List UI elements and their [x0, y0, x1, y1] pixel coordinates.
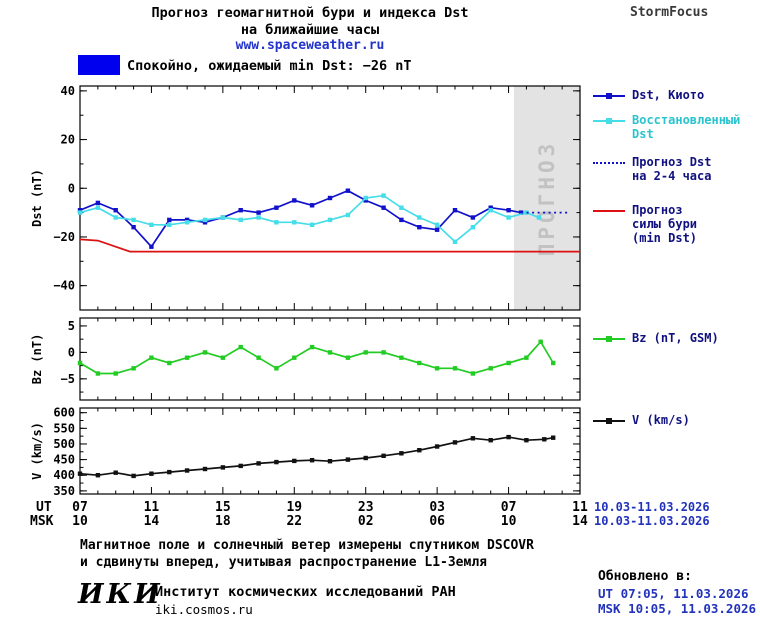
- svg-text:0: 0: [68, 345, 75, 359]
- data-source-note-line1: Магнитное поле и солнечный ветер измерен…: [80, 538, 534, 553]
- svg-text:500: 500: [53, 437, 75, 451]
- x-tick-label: 19: [286, 500, 303, 515]
- svg-text:400: 400: [53, 468, 75, 482]
- x-tick-label: 18: [215, 514, 231, 529]
- svg-text:450: 450: [53, 453, 75, 467]
- legend-storm-strength: Прогноз силы бури (min Dst): [593, 203, 712, 245]
- legend-restored-dst-label: Восстановленный Dst: [632, 113, 741, 141]
- legend-forecast-dst-label: Прогноз Dst на 2-4 часа: [632, 155, 712, 183]
- restored-dst-line-icon: [593, 114, 625, 128]
- svg-text:40: 40: [61, 85, 75, 98]
- updated-msk-time: MSK 10:05, 11.03.2026: [598, 601, 757, 616]
- svg-text:−40: −40: [53, 279, 75, 293]
- forecast-dst-dotted-line-icon: [593, 156, 625, 170]
- iki-site-link[interactable]: iki.cosmos.ru: [155, 602, 253, 617]
- svg-text:−20: −20: [53, 230, 75, 244]
- storm-status-text: Спокойно, ожидаемый min Dst: −26 nT: [127, 58, 412, 74]
- svg-text:550: 550: [53, 421, 75, 435]
- bz-line-icon: [593, 332, 625, 346]
- page-title: Прогноз геомагнитной бури и индекса Dst: [151, 5, 469, 21]
- svg-text:ПРОГНОЗ: ПРОГНОЗ: [535, 140, 559, 257]
- x-tick-label: 11: [572, 500, 588, 515]
- institute-name: Институт космических исследований РАН: [155, 584, 456, 600]
- msk-axis-label: MSK: [30, 514, 54, 529]
- x-tick-label: 14: [572, 514, 588, 529]
- dst-kyoto-line-icon: [593, 89, 625, 103]
- msk-date-range: 10.03-11.03.2026: [594, 514, 710, 528]
- x-tick-label: 10: [500, 514, 517, 529]
- legend-dst-kyoto: Dst, Киото: [593, 88, 752, 103]
- x-tick-label: 23: [357, 500, 374, 515]
- svg-text:V (km/s): V (km/s): [30, 422, 44, 480]
- x-tick-label: 14: [143, 514, 160, 529]
- v-line-icon: [593, 414, 625, 428]
- ut-date-range: 10.03-11.03.2026: [594, 500, 710, 514]
- svg-text:350: 350: [53, 484, 75, 495]
- legend-v: V (km/s): [593, 413, 752, 428]
- x-tick-label: 06: [429, 514, 445, 529]
- ut-axis-label: UT: [36, 500, 52, 515]
- x-tick-label: 22: [286, 514, 303, 529]
- x-tick-label: 07: [72, 500, 88, 515]
- legend-bz: Bz (nT, GSM): [593, 331, 752, 346]
- legend-bz-label: Bz (nT, GSM): [632, 331, 719, 345]
- svg-text:0: 0: [68, 181, 75, 195]
- svg-text:600: 600: [53, 407, 75, 420]
- legend-storm-strength-label: Прогноз силы бури (min Dst): [632, 203, 698, 245]
- data-source-note-line2: и сдвинуты вперед, учитывая распростране…: [80, 555, 487, 570]
- svg-text:−5: −5: [61, 372, 75, 386]
- x-tick-label: 15: [215, 500, 231, 515]
- x-tick-label: 10: [72, 514, 88, 529]
- x-tick-label: 07: [500, 500, 517, 515]
- dst-chart-panel: ПРОГНОЗ 40 20 0 −20 −40 Dst (nT): [30, 85, 581, 311]
- x-tick-label: 03: [429, 500, 445, 515]
- svg-text:20: 20: [61, 133, 75, 147]
- x-tick-label: 02: [357, 514, 374, 529]
- legend-v-label: V (km/s): [632, 413, 690, 427]
- legend-forecast-dst: Прогноз Dst на 2-4 часа: [593, 155, 720, 183]
- storm-strength-line-icon: [593, 204, 625, 218]
- legend-dst-kyoto-label: Dst, Киото: [632, 88, 705, 102]
- bz-chart-panel: 5 0 −5 Bz (nT): [30, 317, 581, 401]
- brand-label: StormFocus: [630, 5, 709, 20]
- page-subtitle: на ближайшие часы: [240, 22, 380, 38]
- spaceweather-link[interactable]: www.spaceweather.ru: [235, 38, 385, 53]
- storm-level-swatch: [78, 55, 120, 75]
- x-tick-label: 11: [143, 500, 160, 515]
- svg-text:Bz (nT): Bz (nT): [30, 334, 44, 385]
- legend-restored-dst: Восстановленный Dst: [593, 113, 752, 141]
- svg-text:Dst (nT): Dst (nT): [30, 169, 44, 227]
- iki-logo: ИКИ: [78, 579, 163, 610]
- updated-ut-time: UT 07:05, 11.03.2026: [598, 586, 749, 601]
- updated-at-label: Обновлено в:: [598, 569, 692, 584]
- svg-text:5: 5: [68, 319, 75, 333]
